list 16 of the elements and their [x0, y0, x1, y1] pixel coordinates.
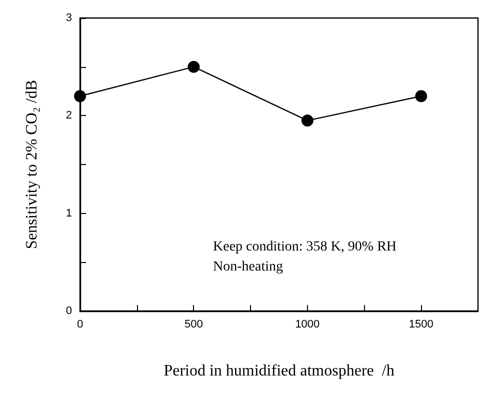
y-tick-label: 1: [66, 207, 72, 220]
x-tick-label: 500: [184, 318, 203, 330]
annotation: Keep condition: 358 K, 90% RH: [213, 240, 397, 254]
y-axis-title: Sensitivity to 2% CO₂ /dB: [24, 80, 40, 250]
x-tick-label: 1000: [295, 318, 320, 330]
x-axis-title: Period in humidified atmosphere /h: [164, 362, 394, 380]
y-tick-label: 2: [66, 110, 72, 122]
y-tick-label: 0: [66, 305, 72, 317]
point: [415, 90, 428, 102]
x-tick-label: 0: [76, 318, 84, 330]
x-tick-label: 1500: [408, 318, 434, 330]
annotation: Non-heating: [213, 260, 283, 274]
point: [301, 114, 314, 127]
point: [188, 60, 200, 73]
point: [74, 90, 86, 102]
y-tick-label: 3: [66, 12, 72, 24]
